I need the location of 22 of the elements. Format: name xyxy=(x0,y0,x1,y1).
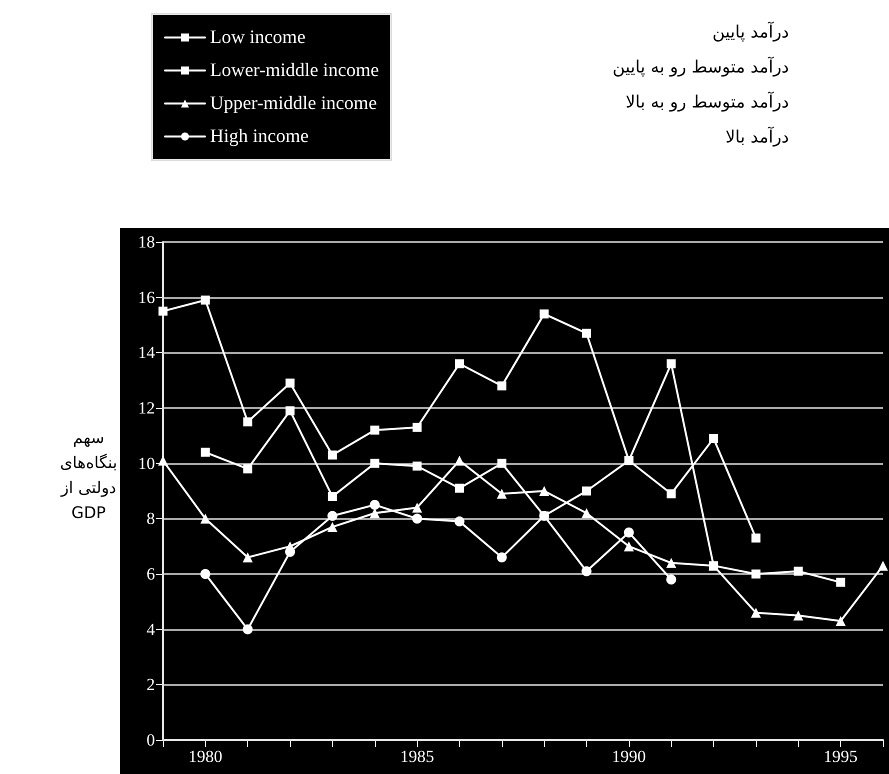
text: درآمد متوسط رو به بالا xyxy=(626,92,789,112)
y-tick-label: 18 xyxy=(138,232,155,252)
x-tick-label: 1995 xyxy=(824,747,858,766)
y-tick-label: 4 xyxy=(146,620,156,639)
text: درآمد پایین xyxy=(712,22,789,42)
text: درآمد بالا xyxy=(725,126,789,148)
y-tick-label: 8 xyxy=(146,509,155,528)
legend-label: High income xyxy=(210,126,309,147)
y-tick-label: 0 xyxy=(146,730,155,750)
y-tick-label: 14 xyxy=(138,343,156,362)
legend-label: Lower-middle income xyxy=(210,60,379,81)
y-tick-label: 16 xyxy=(138,288,155,307)
y-tick-label: 10 xyxy=(138,454,155,473)
y-tick-label: 6 xyxy=(146,564,155,584)
legend-label: Low income xyxy=(210,27,306,48)
y-tick-label: 2 xyxy=(146,675,155,694)
y-tick-label: 12 xyxy=(138,398,155,418)
x-tick-label: 1990 xyxy=(612,747,646,766)
text: درآمد متوسط رو به پایین xyxy=(612,56,789,78)
x-tick-label: 1980 xyxy=(188,747,222,766)
legend-label: Upper-middle income xyxy=(210,93,377,114)
x-tick-label: 1985 xyxy=(400,747,434,766)
